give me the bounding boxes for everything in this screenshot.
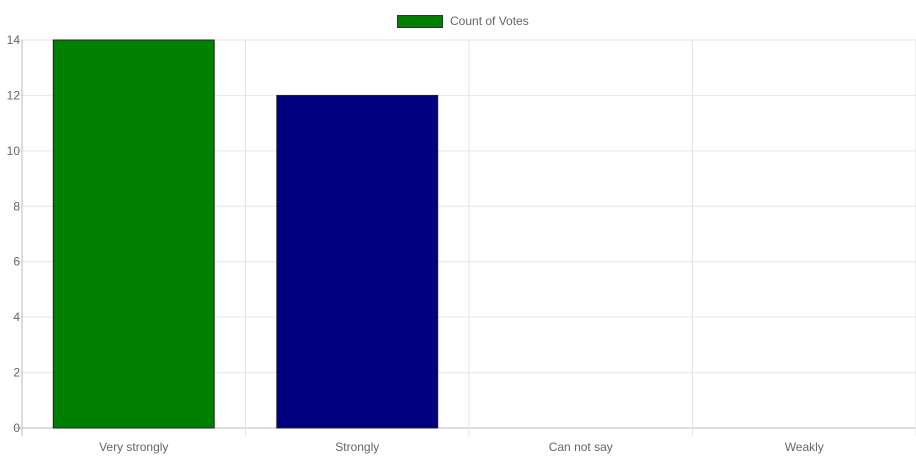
y-tick-label: 4: [13, 310, 20, 324]
y-tick-label: 8: [13, 199, 20, 213]
y-tick-label: 2: [13, 366, 20, 380]
y-tick-label: 6: [13, 255, 20, 269]
x-tick-label: Weakly: [785, 440, 824, 454]
x-tick-label: Can not say: [549, 440, 613, 454]
bar: [276, 94, 439, 429]
legend-label: Count of Votes: [450, 14, 529, 28]
y-tick-label: 0: [13, 421, 20, 435]
x-tick-label: Very strongly: [99, 440, 168, 454]
bar: [52, 39, 215, 429]
x-tick-label: Strongly: [335, 440, 379, 454]
y-tick-label: 14: [7, 33, 21, 47]
y-tick-label: 12: [7, 88, 21, 102]
chart-legend[interactable]: Count of Votes: [397, 11, 529, 31]
legend-swatch: [397, 14, 443, 28]
y-tick-label: 10: [7, 144, 21, 158]
